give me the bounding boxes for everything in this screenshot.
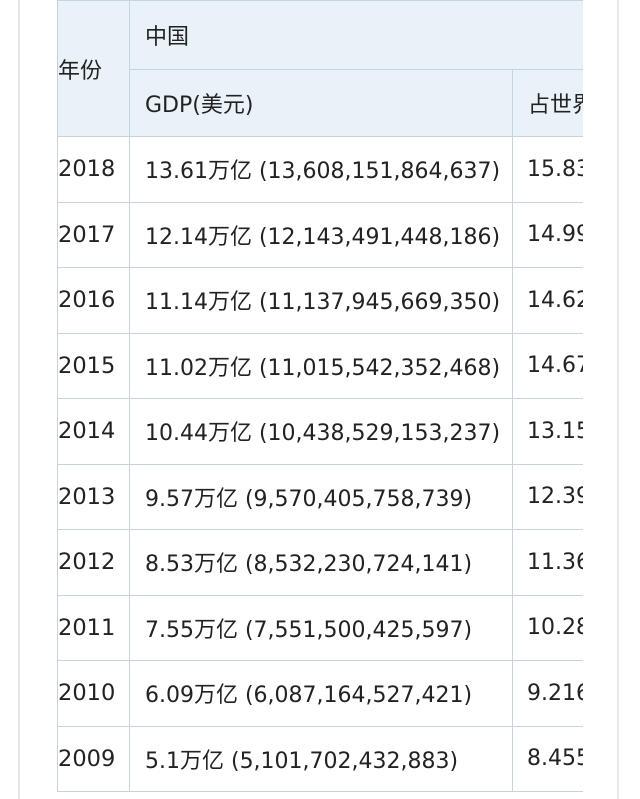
- header-row-1: 年份 中国: [57, 0, 583, 137]
- share-cell: 11.36: [511, 529, 583, 596]
- table-row: 2014 10.44万亿 (10,438,529,153,237) 13.15: [57, 398, 583, 465]
- share-cell: 14.67: [511, 332, 583, 399]
- gdp-table: 年份 中国 GDP(美元) 占世界 2018: [57, 0, 583, 792]
- gdp-cell: 5.1万亿 (5,101,702,432,883): [129, 725, 513, 792]
- year-column-header: 年份: [57, 0, 130, 137]
- share-cell: 14.99: [511, 201, 583, 268]
- gdp-cell: 13.61万亿 (13,608,151,864,637): [129, 136, 513, 203]
- country-header-label: 中国: [145, 25, 190, 50]
- year-header-label: 年份: [58, 58, 103, 84]
- table-row: 2013 9.57万亿 (9,570,405,758,739) 12.39: [57, 463, 583, 530]
- share-cell: 14.62: [511, 267, 583, 334]
- year-cell: 2018: [57, 136, 130, 203]
- gdp-cell: 12.14万亿 (12,143,491,448,186): [129, 201, 513, 268]
- table-body: 2018 13.61万亿 (13,608,151,864,637) 15.83 …: [57, 136, 583, 792]
- year-cell: 2016: [57, 267, 130, 334]
- year-cell: 2009: [57, 725, 130, 792]
- table-row: 2016 11.14万亿 (11,137,945,669,350) 14.62: [57, 267, 583, 334]
- left-divider: [18, 0, 20, 799]
- year-cell: 2015: [57, 332, 130, 399]
- share-cell: 8.455: [511, 725, 583, 792]
- year-cell: 2011: [57, 594, 130, 661]
- gdp-column-header: GDP(美元): [129, 69, 513, 137]
- right-divider: [617, 0, 619, 799]
- share-cell: 15.83: [511, 136, 583, 203]
- table-row: 2010 6.09万亿 (6,087,164,527,421) 9.216: [57, 660, 583, 727]
- country-header: 中国: [128, 0, 583, 70]
- gdp-header-label: GDP(美元): [145, 93, 254, 118]
- table-row: 2015 11.02万亿 (11,015,542,352,468) 14.67: [57, 332, 583, 399]
- table-row: 2018 13.61万亿 (13,608,151,864,637) 15.83: [57, 136, 583, 203]
- gdp-cell: 9.57万亿 (9,570,405,758,739): [129, 463, 513, 530]
- table-header: 年份 中国 GDP(美元) 占世界: [57, 0, 583, 137]
- table-row: 2012 8.53万亿 (8,532,230,724,141) 11.36: [57, 529, 583, 596]
- share-cell: 10.28: [511, 594, 583, 661]
- gdp-table-viewport[interactable]: 年份 中国 GDP(美元) 占世界 2018: [57, 0, 583, 799]
- year-cell: 2012: [57, 529, 130, 596]
- share-cell: 13.15: [511, 398, 583, 465]
- gdp-cell: 8.53万亿 (8,532,230,724,141): [129, 529, 513, 596]
- share-header-label: 占世界: [528, 93, 583, 118]
- table-row: 2009 5.1万亿 (5,101,702,432,883) 8.455: [57, 725, 583, 792]
- table-row: 2017 12.14万亿 (12,143,491,448,186) 14.99: [57, 201, 583, 268]
- share-cell: 9.216: [511, 660, 583, 727]
- gdp-cell: 10.44万亿 (10,438,529,153,237): [129, 398, 513, 465]
- table-row: 2011 7.55万亿 (7,551,500,425,597) 10.28: [57, 594, 583, 661]
- header-row-2: GDP(美元) 占世界: [58, 69, 583, 137]
- year-cell: 2013: [57, 463, 130, 530]
- gdp-cell: 7.55万亿 (7,551,500,425,597): [129, 594, 513, 661]
- year-cell: 2014: [57, 398, 130, 465]
- gdp-cell: 11.14万亿 (11,137,945,669,350): [129, 267, 513, 334]
- year-cell: 2010: [57, 660, 130, 727]
- year-cell: 2017: [57, 201, 130, 268]
- gdp-cell: 11.02万亿 (11,015,542,352,468): [129, 332, 513, 399]
- share-cell: 12.39: [511, 463, 583, 530]
- share-column-header: 占世界: [511, 69, 583, 137]
- gdp-cell: 6.09万亿 (6,087,164,527,421): [129, 660, 513, 727]
